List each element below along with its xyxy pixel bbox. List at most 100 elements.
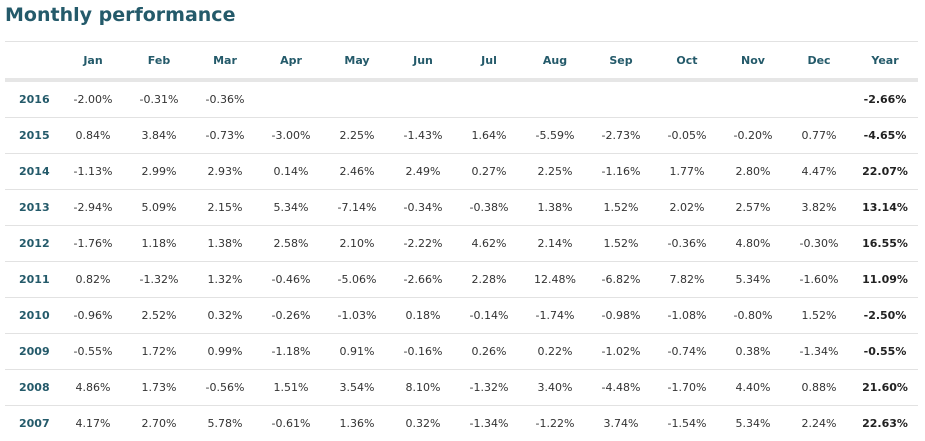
month-cell: -1.60% xyxy=(786,262,852,298)
corner xyxy=(5,42,60,81)
month-cell: 0.18% xyxy=(390,298,456,334)
column-header: Jun xyxy=(390,42,456,81)
year-cell: 2009 xyxy=(5,334,60,370)
month-cell: 2.93% xyxy=(192,154,258,190)
column-header: Nov xyxy=(720,42,786,81)
month-cell: 1.38% xyxy=(192,226,258,262)
row: 2013-2.94%5.09%2.15%5.34%-7.14%-0.34%-0.… xyxy=(5,190,918,226)
month-cell: -2.00% xyxy=(60,80,126,118)
month-cell: -5.06% xyxy=(324,262,390,298)
month-cell: 2.28% xyxy=(456,262,522,298)
month-cell: 7.82% xyxy=(654,262,720,298)
month-cell: -2.94% xyxy=(60,190,126,226)
month-cell: 2.25% xyxy=(522,154,588,190)
month-cell: 1.77% xyxy=(654,154,720,190)
month-cell: 4.47% xyxy=(786,154,852,190)
total-cell: 11.09% xyxy=(852,262,918,298)
month-cell: 0.88% xyxy=(786,370,852,406)
month-cell: -1.02% xyxy=(588,334,654,370)
month-cell: 4.62% xyxy=(456,226,522,262)
row: 2012-1.76%1.18%1.38%2.58%2.10%-2.22%4.62… xyxy=(5,226,918,262)
month-cell: -6.82% xyxy=(588,262,654,298)
month-cell: 3.84% xyxy=(126,118,192,154)
month-cell: 1.72% xyxy=(126,334,192,370)
row: 2016-2.00%-0.31%-0.36%-2.66% xyxy=(5,80,918,118)
month-cell: 2.10% xyxy=(324,226,390,262)
month-cell: -4.48% xyxy=(588,370,654,406)
month-cell: 2.49% xyxy=(390,154,456,190)
month-cell: -0.46% xyxy=(258,262,324,298)
empty-cell xyxy=(720,80,786,118)
month-cell: 8.10% xyxy=(390,370,456,406)
month-cell: -0.38% xyxy=(456,190,522,226)
column-header: May xyxy=(324,42,390,81)
month-cell: -0.56% xyxy=(192,370,258,406)
total-cell: 21.60% xyxy=(852,370,918,406)
month-cell: -0.26% xyxy=(258,298,324,334)
month-cell: -1.32% xyxy=(456,370,522,406)
month-cell: 4.40% xyxy=(720,370,786,406)
month-cell: -0.96% xyxy=(60,298,126,334)
empty-cell xyxy=(522,80,588,118)
row: 2010-0.96%2.52%0.32%-0.26%-1.03%0.18%-0.… xyxy=(5,298,918,334)
month-cell: -1.74% xyxy=(522,298,588,334)
year-cell: 2014 xyxy=(5,154,60,190)
total-cell: 16.55% xyxy=(852,226,918,262)
total-cell: 13.14% xyxy=(852,190,918,226)
month-cell: 2.25% xyxy=(324,118,390,154)
year-cell: 2015 xyxy=(5,118,60,154)
column-header: Mar xyxy=(192,42,258,81)
month-cell: -0.05% xyxy=(654,118,720,154)
month-cell: -0.16% xyxy=(390,334,456,370)
month-cell: 0.38% xyxy=(720,334,786,370)
month-cell: -1.16% xyxy=(588,154,654,190)
month-cell: -0.20% xyxy=(720,118,786,154)
month-cell: 0.22% xyxy=(522,334,588,370)
month-cell: 0.82% xyxy=(60,262,126,298)
month-cell: -7.14% xyxy=(324,190,390,226)
month-cell: -0.55% xyxy=(60,334,126,370)
year-cell: 2012 xyxy=(5,226,60,262)
month-cell: -1.18% xyxy=(258,334,324,370)
empty-cell xyxy=(786,80,852,118)
month-cell: -0.98% xyxy=(588,298,654,334)
month-cell: 0.32% xyxy=(192,298,258,334)
month-cell: 2.14% xyxy=(522,226,588,262)
total-cell: 22.07% xyxy=(852,154,918,190)
column-header: Oct xyxy=(654,42,720,81)
empty-cell xyxy=(324,80,390,118)
month-cell: 2.58% xyxy=(258,226,324,262)
month-cell: 12.48% xyxy=(522,262,588,298)
month-cell: 2.02% xyxy=(654,190,720,226)
month-cell: -0.14% xyxy=(456,298,522,334)
month-cell: 0.26% xyxy=(456,334,522,370)
month-cell: 1.32% xyxy=(192,262,258,298)
month-cell: -1.76% xyxy=(60,226,126,262)
month-cell: -1.34% xyxy=(786,334,852,370)
row: 2009-0.55%1.72%0.99%-1.18%0.91%-0.16%0.2… xyxy=(5,334,918,370)
title: Monthly performance xyxy=(5,4,235,26)
month-cell: 1.52% xyxy=(588,190,654,226)
empty-cell xyxy=(654,80,720,118)
month-cell: 2.46% xyxy=(324,154,390,190)
month-cell: -1.08% xyxy=(654,298,720,334)
month-cell: -2.73% xyxy=(588,118,654,154)
month-cell: -0.36% xyxy=(654,226,720,262)
month-cell: 3.40% xyxy=(522,370,588,406)
year-cell: 2011 xyxy=(5,262,60,298)
row: 2014-1.13%2.99%2.93%0.14%2.46%2.49%0.27%… xyxy=(5,154,918,190)
year-cell: 2008 xyxy=(5,370,60,406)
empty-cell xyxy=(588,80,654,118)
month-cell: 2.80% xyxy=(720,154,786,190)
column-header: Jan xyxy=(60,42,126,81)
column-header: Feb xyxy=(126,42,192,81)
month-cell: 2.15% xyxy=(192,190,258,226)
month-cell: -1.13% xyxy=(60,154,126,190)
month-cell: 2.57% xyxy=(720,190,786,226)
empty-cell xyxy=(456,80,522,118)
total-cell: -2.50% xyxy=(852,298,918,334)
